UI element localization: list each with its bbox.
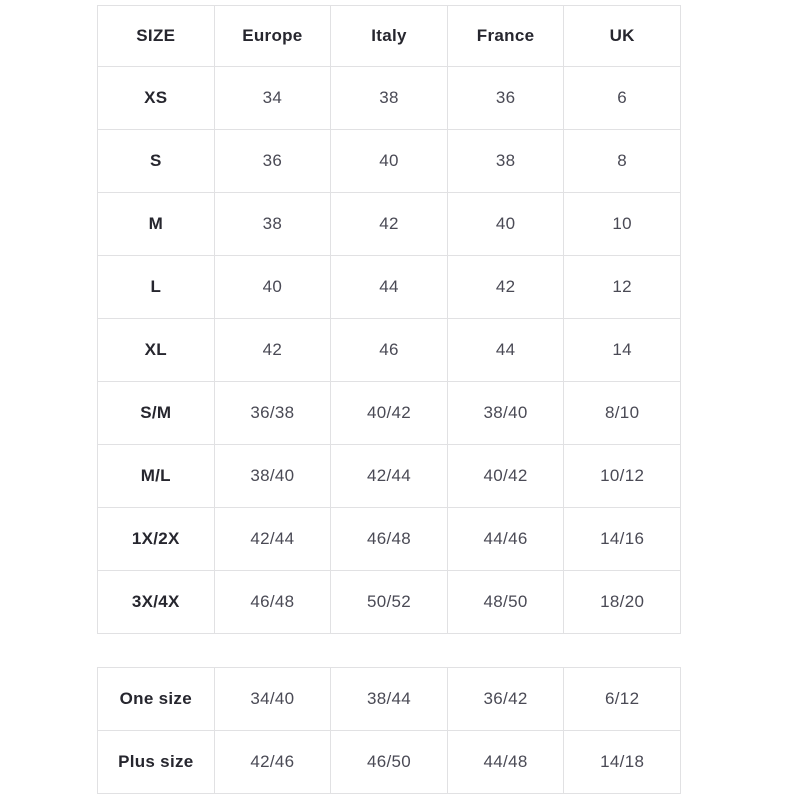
size-conversion-table: SIZE Europe Italy France UK XS 34 38 36 6 S 36… <box>97 5 681 634</box>
value-cell: 46/48 <box>330 507 448 571</box>
value-cell: 40 <box>213 255 332 319</box>
size-label-cell: 1X/2X <box>97 507 215 571</box>
size-label-cell: Plus size <box>97 730 215 794</box>
table-row: Plus size 42/46 46/50 44/48 14/18 <box>97 730 681 794</box>
size-label-cell: L <box>97 255 215 319</box>
size-label-cell: S/M <box>97 381 215 445</box>
value-cell: 36/42 <box>446 667 565 731</box>
value-cell: 40/42 <box>446 444 565 508</box>
size-label-cell: M/L <box>97 444 215 508</box>
value-cell: 44/46 <box>446 507 565 571</box>
value-cell: 46 <box>330 318 448 382</box>
value-cell: 40/42 <box>330 381 448 445</box>
value-cell: 34/40 <box>213 667 332 731</box>
value-cell: 38 <box>330 66 448 130</box>
value-cell: 48/50 <box>446 570 565 634</box>
value-cell: 46/50 <box>330 730 448 794</box>
value-cell: 8/10 <box>563 381 681 445</box>
column-header-france: France <box>446 5 565 67</box>
table-row: 3X/4X 46/48 50/52 48/50 18/20 <box>97 570 681 634</box>
value-cell: 14/16 <box>563 507 681 571</box>
value-cell: 38 <box>446 129 565 193</box>
value-cell: 36 <box>213 129 332 193</box>
size-label-cell: XL <box>97 318 215 382</box>
table-body: One size 34/40 38/44 36/42 6/12 Plus size 42/4… <box>97 667 681 794</box>
size-label-cell: S <box>97 129 215 193</box>
table-row: L 40 44 42 12 <box>97 255 681 319</box>
column-header-europe: Europe <box>213 5 332 67</box>
value-cell: 38/40 <box>446 381 565 445</box>
value-cell: 50/52 <box>330 570 448 634</box>
value-cell: 8 <box>563 129 681 193</box>
size-conversion-table-container: SIZE Europe Italy France UK XS 34 38 36 6 S 36… <box>97 5 681 634</box>
value-cell: 42 <box>330 192 448 256</box>
value-cell: 10/12 <box>563 444 681 508</box>
value-cell: 42/46 <box>213 730 332 794</box>
table-row: XL 42 46 44 14 <box>97 318 681 382</box>
table-row: M/L 38/40 42/44 40/42 10/12 <box>97 444 681 508</box>
value-cell: 44/48 <box>446 730 565 794</box>
value-cell: 36 <box>446 66 565 130</box>
value-cell: 38 <box>213 192 332 256</box>
value-cell: 38/44 <box>330 667 448 731</box>
column-header-uk: UK <box>563 5 681 67</box>
value-cell: 44 <box>330 255 448 319</box>
table-row: XS 34 38 36 6 <box>97 66 681 130</box>
table-row: S 36 40 38 8 <box>97 129 681 193</box>
value-cell: 12 <box>563 255 681 319</box>
value-cell: 6/12 <box>563 667 681 731</box>
value-cell: 34 <box>213 66 332 130</box>
value-cell: 10 <box>563 192 681 256</box>
size-label-cell: XS <box>97 66 215 130</box>
header-row: SIZE Europe Italy France UK <box>97 5 681 67</box>
table-row: 1X/2X 42/44 46/48 44/46 14/16 <box>97 507 681 571</box>
value-cell: 18/20 <box>563 570 681 634</box>
value-cell: 46/48 <box>213 570 332 634</box>
column-header-size: SIZE <box>97 5 215 67</box>
size-label-cell: M <box>97 192 215 256</box>
value-cell: 36/38 <box>213 381 332 445</box>
table-header: SIZE Europe Italy France UK <box>97 5 681 67</box>
value-cell: 42 <box>446 255 565 319</box>
table-row: One size 34/40 38/44 36/42 6/12 <box>97 667 681 731</box>
column-header-italy: Italy <box>330 5 448 67</box>
value-cell: 42/44 <box>213 507 332 571</box>
special-sizes-table-container: One size 34/40 38/44 36/42 6/12 Plus size 42/4… <box>97 667 681 794</box>
value-cell: 44 <box>446 318 565 382</box>
special-sizes-table: One size 34/40 38/44 36/42 6/12 Plus size 42/4… <box>97 667 681 794</box>
value-cell: 14/18 <box>563 730 681 794</box>
table-row: M 38 42 40 10 <box>97 192 681 256</box>
value-cell: 42/44 <box>330 444 448 508</box>
size-label-cell: One size <box>97 667 215 731</box>
value-cell: 42 <box>213 318 332 382</box>
value-cell: 14 <box>563 318 681 382</box>
value-cell: 6 <box>563 66 681 130</box>
value-cell: 40 <box>330 129 448 193</box>
table-body: XS 34 38 36 6 S 36 40 38 8 M 38 42 40 10 L 40 44 42 12 XL 42 4… <box>97 66 681 634</box>
value-cell: 38/40 <box>213 444 332 508</box>
size-label-cell: 3X/4X <box>97 570 215 634</box>
value-cell: 40 <box>446 192 565 256</box>
table-row: S/M 36/38 40/42 38/40 8/10 <box>97 381 681 445</box>
